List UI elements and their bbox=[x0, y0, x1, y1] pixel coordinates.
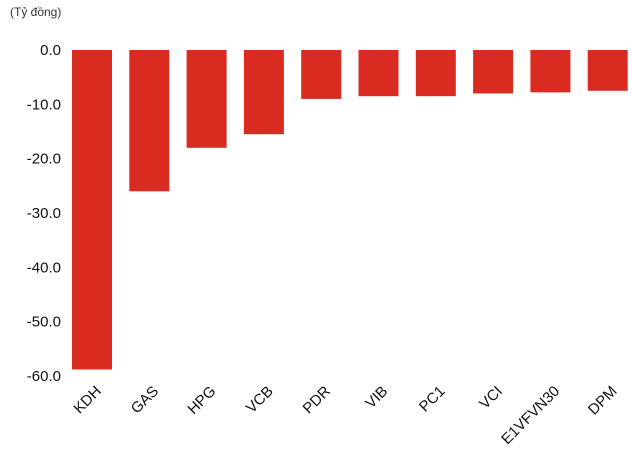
x-tick-label: PC1 bbox=[416, 383, 449, 416]
y-tick-label: -60.0 bbox=[27, 368, 61, 385]
bar-kdh bbox=[72, 50, 112, 370]
bar-vci bbox=[473, 50, 514, 94]
x-tick-label: DPM bbox=[585, 383, 621, 419]
unit-label: (Tỷ đồng) bbox=[10, 5, 62, 19]
x-tick-label: GAS bbox=[128, 383, 162, 417]
x-tick-label: KDH bbox=[70, 383, 104, 417]
y-tick-label: -40.0 bbox=[27, 259, 61, 276]
y-tick-label: -30.0 bbox=[27, 205, 61, 222]
bar-dpm bbox=[587, 50, 628, 91]
bar-vib bbox=[358, 50, 399, 97]
bar-pc1 bbox=[415, 50, 456, 97]
bars bbox=[72, 50, 628, 370]
x-tick-label: VCB bbox=[243, 383, 277, 417]
y-tick-label: 0.0 bbox=[40, 42, 61, 59]
bar-vcb bbox=[243, 50, 284, 135]
x-tick-label: E1VFVN30 bbox=[498, 383, 563, 448]
y-axis-ticks: 0.0 -10.0 -20.0 -30.0 -40.0 -50.0 -60.0 bbox=[27, 42, 61, 385]
bar-hpg bbox=[186, 50, 227, 148]
y-tick-label: -10.0 bbox=[27, 96, 61, 113]
bar-gas bbox=[129, 50, 170, 192]
x-tick-label: PDR bbox=[300, 383, 335, 418]
y-tick-label: -50.0 bbox=[27, 314, 61, 331]
x-tick-label: VIB bbox=[362, 383, 391, 412]
x-tick-label: HPG bbox=[184, 383, 219, 418]
y-tick-label: -20.0 bbox=[27, 151, 61, 168]
x-tick-label: VCI bbox=[476, 383, 506, 413]
bar-pdr bbox=[301, 50, 342, 99]
bar-e1vfvn30 bbox=[530, 50, 571, 93]
